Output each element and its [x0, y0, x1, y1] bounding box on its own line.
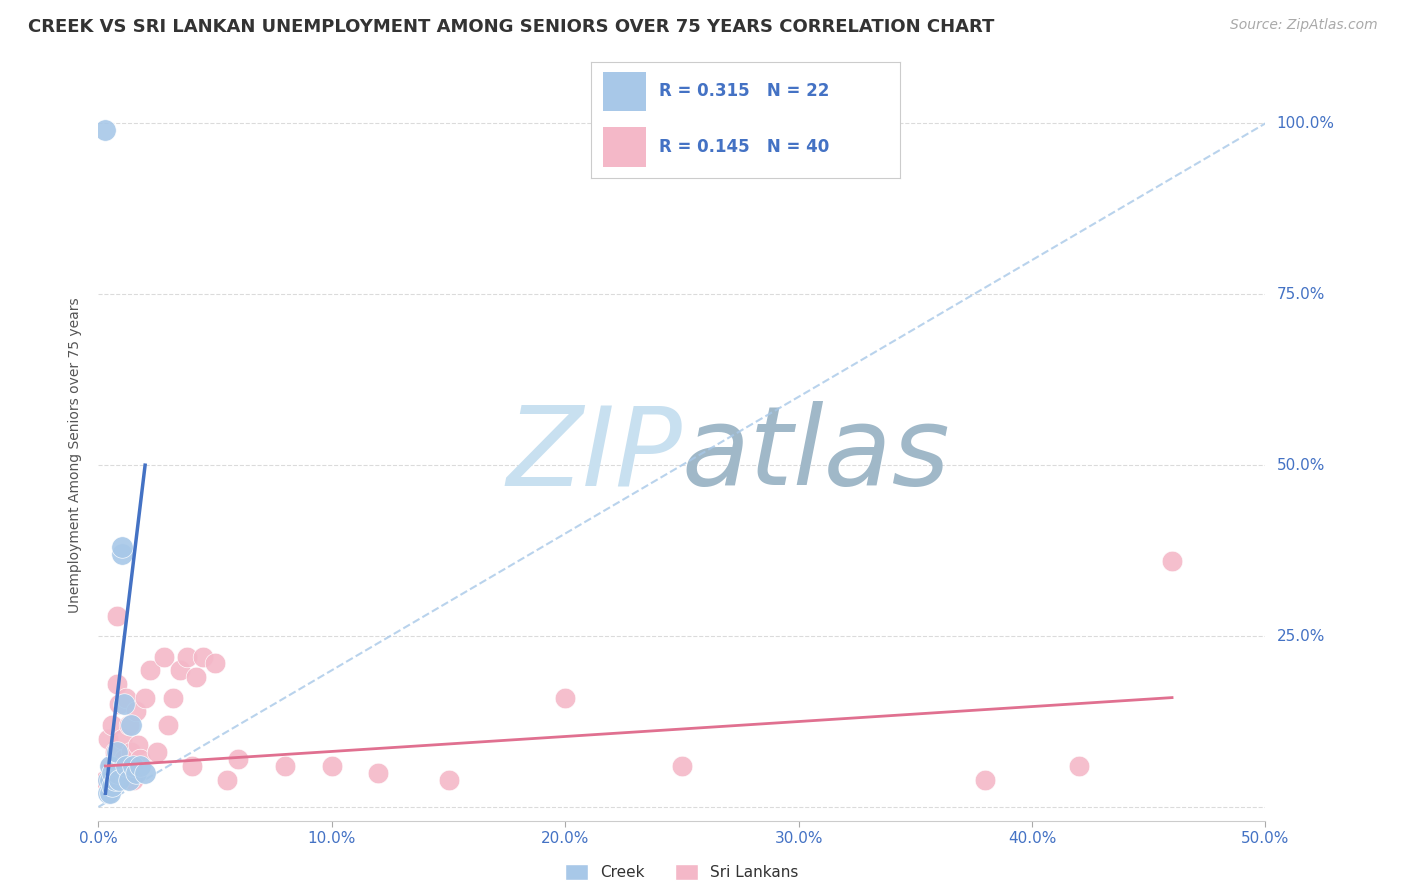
Point — [186, 670, 208, 684]
Point — [204, 657, 226, 671]
Point — [139, 663, 162, 677]
Point — [228, 752, 250, 766]
Point — [321, 759, 343, 773]
Text: atlas: atlas — [682, 401, 950, 508]
Point — [152, 649, 174, 664]
Point — [127, 739, 149, 753]
Point — [122, 772, 145, 787]
Point — [180, 759, 202, 773]
Text: R = 0.145   N = 40: R = 0.145 N = 40 — [658, 138, 828, 156]
Point — [134, 690, 156, 705]
Point — [1067, 759, 1090, 773]
Point — [98, 786, 121, 800]
Point — [1161, 554, 1184, 568]
Text: 50.0%: 50.0% — [1277, 458, 1324, 473]
Point — [105, 608, 128, 623]
Point — [105, 765, 128, 780]
Point — [98, 772, 121, 787]
Point — [98, 759, 121, 773]
Point — [125, 704, 148, 718]
Text: 25.0%: 25.0% — [1277, 629, 1324, 643]
Point — [101, 765, 124, 780]
Point — [111, 731, 134, 746]
Point — [193, 649, 215, 664]
Point — [101, 780, 124, 794]
Point — [118, 718, 141, 732]
Point — [120, 718, 142, 732]
Y-axis label: Unemployment Among Seniors over 75 years: Unemployment Among Seniors over 75 years — [67, 297, 82, 613]
Bar — [603, 128, 647, 167]
Point — [104, 772, 127, 787]
Point — [157, 718, 180, 732]
Text: CREEK VS SRI LANKAN UNEMPLOYMENT AMONG SENIORS OVER 75 YEARS CORRELATION CHART: CREEK VS SRI LANKAN UNEMPLOYMENT AMONG S… — [28, 18, 994, 36]
Point — [129, 752, 152, 766]
Point — [169, 663, 191, 677]
Point — [94, 123, 117, 137]
Point — [118, 772, 141, 787]
Point — [105, 745, 128, 759]
Point — [120, 745, 142, 759]
Point — [108, 698, 131, 712]
Point — [111, 540, 134, 554]
Point — [97, 731, 120, 746]
Legend: Creek, Sri Lankans: Creek, Sri Lankans — [560, 858, 804, 886]
Point — [554, 690, 576, 705]
Point — [134, 765, 156, 780]
Point — [105, 677, 128, 691]
Point — [97, 786, 120, 800]
Point — [104, 745, 127, 759]
Point — [437, 772, 460, 787]
Point — [974, 772, 997, 787]
Point — [129, 759, 152, 773]
Text: 100.0%: 100.0% — [1277, 116, 1334, 131]
Point — [122, 759, 145, 773]
Point — [97, 772, 120, 787]
Point — [176, 649, 198, 664]
Point — [162, 690, 184, 705]
Point — [274, 759, 297, 773]
Point — [367, 765, 389, 780]
Point — [146, 745, 169, 759]
Bar — [603, 71, 647, 112]
Point — [98, 759, 121, 773]
Point — [215, 772, 238, 787]
Point — [671, 759, 693, 773]
Point — [101, 718, 124, 732]
Point — [112, 698, 135, 712]
Text: ZIP: ZIP — [506, 401, 682, 508]
Text: R = 0.315   N = 22: R = 0.315 N = 22 — [658, 82, 830, 101]
Point — [125, 765, 148, 780]
Point — [108, 772, 131, 787]
Point — [111, 547, 134, 561]
Text: 75.0%: 75.0% — [1277, 286, 1324, 301]
Point — [115, 690, 138, 705]
Text: Source: ZipAtlas.com: Source: ZipAtlas.com — [1230, 18, 1378, 32]
Point — [94, 772, 117, 787]
Point — [112, 752, 135, 766]
Point — [115, 759, 138, 773]
